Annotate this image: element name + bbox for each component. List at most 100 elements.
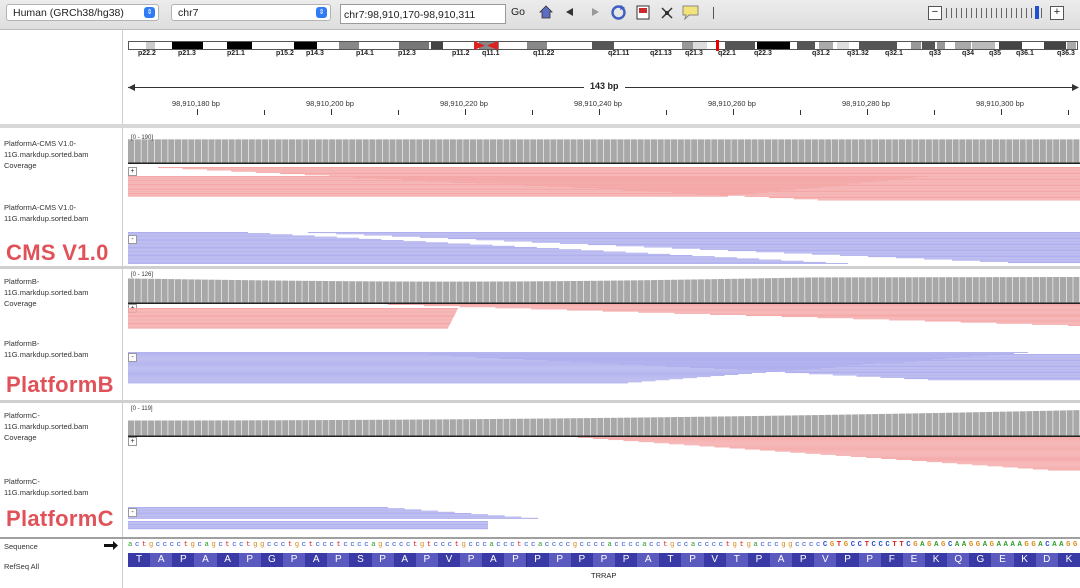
aligned-read[interactable] bbox=[128, 528, 488, 530]
strand-arrow-icon[interactable] bbox=[104, 541, 118, 550]
aligned-read[interactable] bbox=[128, 181, 875, 183]
aligned-read[interactable] bbox=[666, 366, 1080, 368]
aligned-read[interactable] bbox=[793, 198, 1080, 200]
aligned-read[interactable] bbox=[784, 252, 1080, 254]
aligned-read[interactable] bbox=[668, 443, 1080, 445]
aligned-read[interactable] bbox=[713, 368, 1080, 370]
aligned-read[interactable] bbox=[761, 370, 1080, 372]
aligned-read[interactable] bbox=[128, 191, 768, 193]
aligned-read[interactable] bbox=[128, 324, 450, 326]
aligned-read[interactable] bbox=[588, 244, 1080, 246]
aligned-read[interactable] bbox=[128, 511, 455, 513]
aligned-read[interactable] bbox=[459, 306, 1080, 308]
aligned-read[interactable] bbox=[128, 370, 780, 372]
aligned-read[interactable] bbox=[868, 256, 1080, 258]
aligned-read[interactable] bbox=[700, 248, 1080, 250]
zoom-in-icon[interactable]: + bbox=[1050, 6, 1064, 20]
aligned-read[interactable] bbox=[835, 454, 1080, 456]
refresh-icon[interactable] bbox=[610, 4, 627, 21]
aligned-read[interactable] bbox=[128, 361, 904, 363]
aligned-read[interactable] bbox=[622, 189, 1080, 191]
aligned-read[interactable] bbox=[880, 376, 1080, 378]
aligned-read[interactable] bbox=[336, 233, 1080, 235]
aligned-read[interactable] bbox=[128, 194, 742, 196]
aligned-read[interactable] bbox=[128, 369, 794, 371]
aligned-read[interactable] bbox=[128, 366, 835, 368]
aligned-read[interactable] bbox=[889, 319, 1080, 321]
aligned-read[interactable] bbox=[128, 382, 628, 384]
aligned-read[interactable] bbox=[420, 236, 1080, 238]
aligned-read[interactable] bbox=[128, 244, 493, 246]
aligned-read[interactable] bbox=[128, 320, 452, 322]
aligned-read[interactable] bbox=[128, 183, 848, 185]
aligned-read[interactable] bbox=[911, 460, 1080, 462]
aligned-read[interactable] bbox=[128, 516, 522, 518]
aligned-read[interactable] bbox=[128, 314, 455, 316]
aligned-read[interactable] bbox=[729, 447, 1080, 449]
aligned-read[interactable] bbox=[128, 325, 450, 327]
aligned-read[interactable] bbox=[996, 322, 1080, 324]
aligned-read[interactable] bbox=[593, 438, 1080, 439]
panel-splitter[interactable] bbox=[0, 400, 1080, 403]
aligned-read[interactable] bbox=[689, 367, 1080, 369]
aligned-read[interactable] bbox=[674, 312, 1080, 314]
resize-icon[interactable] bbox=[660, 6, 674, 20]
aligned-read[interactable] bbox=[531, 308, 1080, 310]
aligned-read[interactable] bbox=[720, 194, 1080, 196]
genome-select[interactable]: Human (GRCh38/hg38) ⇕ bbox=[6, 4, 159, 21]
aligned-read[interactable] bbox=[128, 248, 560, 250]
aligned-read[interactable] bbox=[817, 317, 1080, 319]
aligned-read[interactable] bbox=[128, 255, 693, 257]
aligned-read[interactable] bbox=[128, 253, 671, 255]
alignment-track-b[interactable] bbox=[128, 302, 1080, 400]
aligned-read[interactable] bbox=[128, 318, 453, 320]
zoom-slider-thumb[interactable] bbox=[1035, 6, 1039, 19]
aligned-read[interactable] bbox=[128, 365, 849, 367]
aligned-read[interactable] bbox=[1008, 262, 1080, 264]
aligned-read[interactable] bbox=[616, 245, 1080, 247]
aligned-read[interactable] bbox=[476, 239, 1080, 241]
aligned-read[interactable] bbox=[128, 237, 360, 239]
aligned-read[interactable] bbox=[128, 234, 293, 236]
aligned-read[interactable] bbox=[128, 509, 422, 511]
alignment-track-c[interactable] bbox=[128, 435, 1080, 537]
aligned-read[interactable] bbox=[523, 358, 1080, 360]
aligned-read[interactable] bbox=[957, 463, 1080, 465]
aligned-read[interactable] bbox=[745, 315, 1080, 316]
chromosome-ideogram[interactable] bbox=[128, 41, 1078, 50]
aligned-read[interactable] bbox=[840, 254, 1080, 256]
aligned-read[interactable] bbox=[128, 379, 670, 381]
aligned-read[interactable] bbox=[714, 446, 1080, 448]
chromosome-select[interactable]: chr7 ⇕ bbox=[171, 4, 331, 21]
zoom-control[interactable]: − + bbox=[928, 6, 1065, 20]
aligned-read[interactable] bbox=[423, 305, 1080, 307]
coverage-track-c[interactable] bbox=[128, 405, 1080, 437]
aligned-read[interactable] bbox=[499, 357, 1080, 359]
aligned-read[interactable] bbox=[573, 187, 1080, 189]
aligned-read[interactable] bbox=[128, 259, 782, 261]
aligned-read[interactable] bbox=[941, 462, 1080, 464]
aligned-read[interactable] bbox=[206, 169, 1080, 171]
aligned-read[interactable] bbox=[618, 363, 1080, 365]
aligned-read[interactable] bbox=[182, 168, 1080, 170]
aligned-read[interactable] bbox=[881, 458, 1080, 459]
panel-splitter[interactable] bbox=[0, 266, 1080, 269]
aligned-read[interactable] bbox=[128, 177, 915, 179]
aligned-read[interactable] bbox=[128, 185, 835, 187]
aligned-read[interactable] bbox=[623, 440, 1080, 442]
aligned-read[interactable] bbox=[128, 243, 471, 245]
aligned-read[interactable] bbox=[128, 380, 656, 382]
aligned-read[interactable] bbox=[128, 236, 337, 238]
aligned-read[interactable] bbox=[638, 441, 1080, 443]
aligned-read[interactable] bbox=[808, 373, 1080, 375]
aligned-read[interactable] bbox=[737, 369, 1080, 371]
aligned-read[interactable] bbox=[744, 448, 1080, 450]
aligned-read[interactable] bbox=[128, 260, 804, 262]
aligned-read[interactable] bbox=[128, 241, 426, 243]
aligned-read[interactable] bbox=[608, 439, 1080, 441]
aligned-read[interactable] bbox=[128, 521, 488, 523]
aligned-read[interactable] bbox=[128, 238, 382, 240]
aligned-read[interactable] bbox=[428, 354, 1080, 356]
aligned-read[interactable] bbox=[495, 307, 1080, 309]
aligned-read[interactable] bbox=[128, 308, 458, 310]
